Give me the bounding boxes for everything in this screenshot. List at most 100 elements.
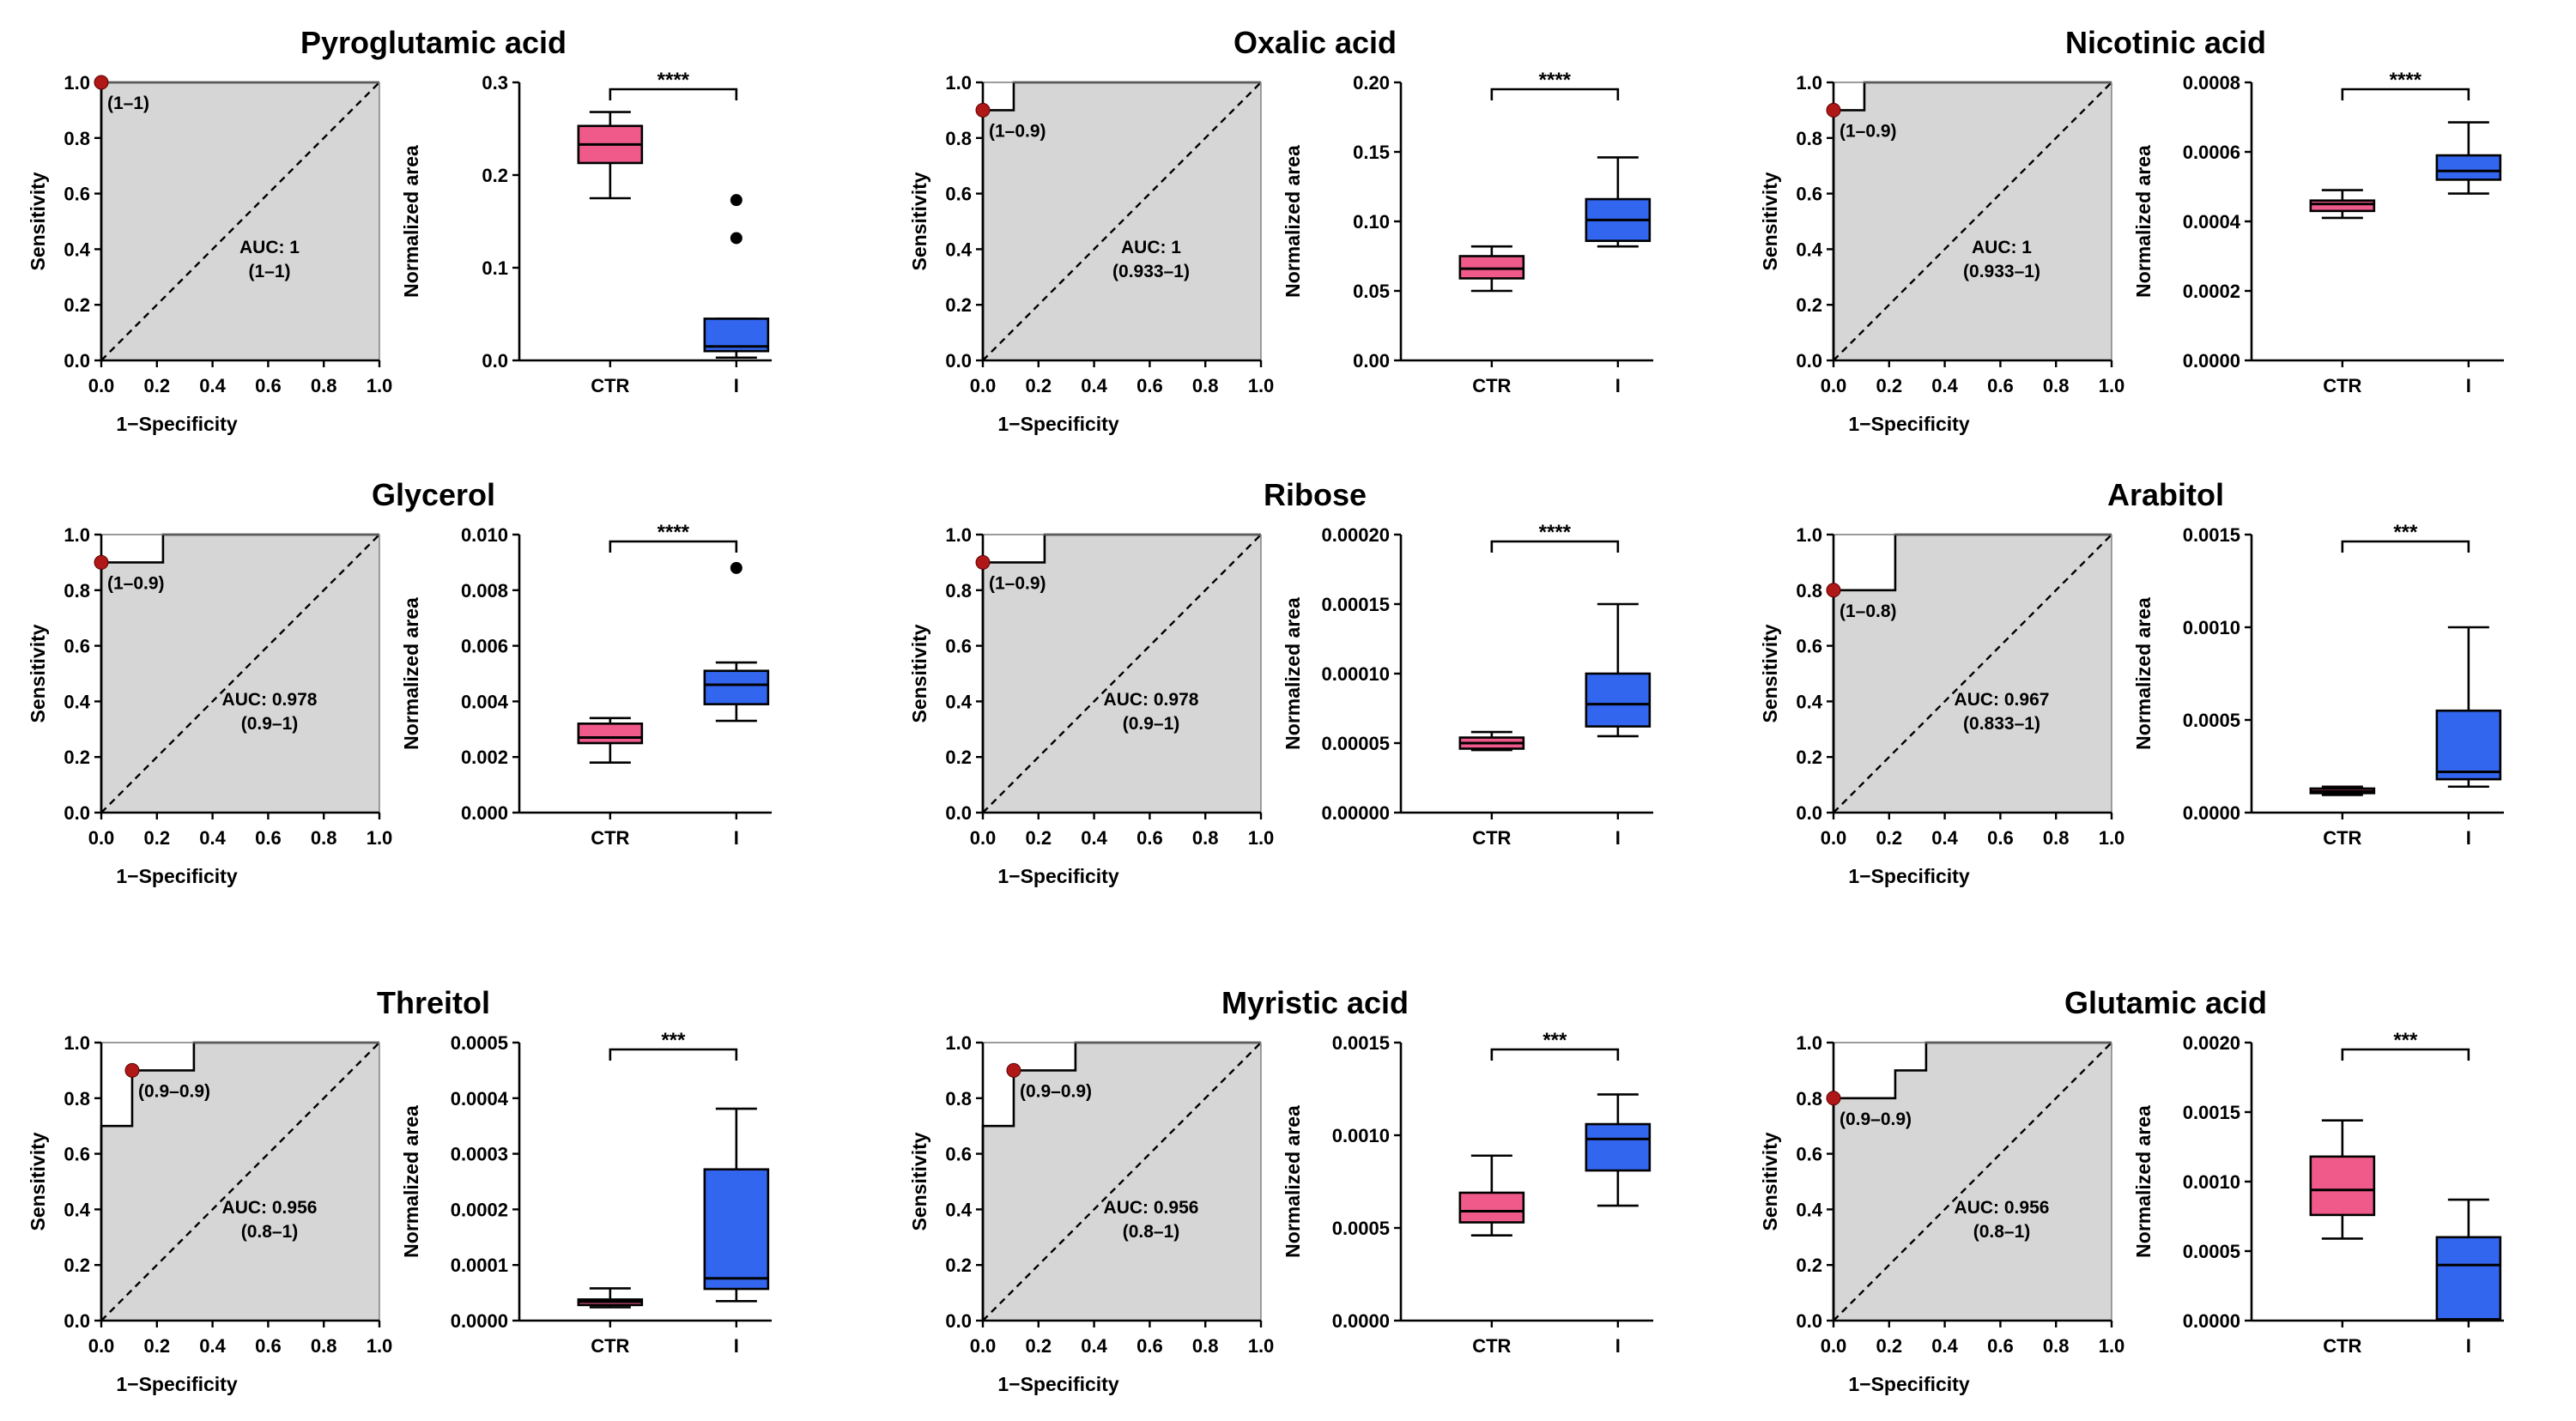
- box-y-tick-label: 0.0: [482, 350, 508, 372]
- box-y-tick-label: 0.0015: [2183, 1102, 2240, 1123]
- roc-y-tick-label: 0.0: [64, 350, 90, 372]
- box-y-tick-label: 0.006: [461, 636, 508, 657]
- roc-y-axis-label: Sensitivity: [1759, 624, 1781, 723]
- roc-x-axis-label: 1−Specificity: [116, 413, 237, 435]
- roc-y-tick-label: 0.6: [945, 184, 972, 205]
- box-category-label: I: [734, 827, 739, 849]
- roc-reference-line: [100, 534, 380, 813]
- panel-title: Myristic acid: [1221, 985, 1409, 1020]
- box-y-tick-label: 0.0006: [2183, 142, 2240, 163]
- roc-y-tick-label: 0.0: [945, 802, 972, 824]
- roc-x-tick-label: 0.8: [1192, 827, 1219, 849]
- box-y-tick-label: 0.008: [461, 580, 508, 602]
- roc-x-tick-label: 1.0: [2099, 1335, 2125, 1357]
- roc-y-tick-label: 0.4: [64, 239, 90, 260]
- box-y-axis-label: Normalized area: [2132, 1105, 2155, 1258]
- roc-y-tick-label: 1.0: [945, 1032, 972, 1054]
- roc-y-tick-label: 0.4: [1796, 691, 1822, 712]
- box-y-axis-label: Normalized area: [400, 145, 422, 298]
- roc-cutoff-label: (0.9–0.9): [1020, 1081, 1092, 1101]
- box-iqr: [1458, 1191, 1525, 1224]
- roc-x-tick-label: 1.0: [367, 1335, 393, 1357]
- roc-y-tick-label: 0.2: [64, 1255, 90, 1276]
- roc-x-tick-label: 0.4: [1931, 827, 1958, 849]
- roc-x-tick-label: 1.0: [2099, 827, 2125, 849]
- roc-x-tick-label: 0.0: [1821, 375, 1847, 396]
- box-y-tick-label: 0.0000: [2183, 1310, 2240, 1332]
- auc-label: AUC: 0.967: [1955, 690, 2050, 710]
- roc-x-axis-label: 1−Specificity: [997, 1373, 1118, 1395]
- box-category-label: CTR: [1472, 827, 1511, 849]
- roc-x-tick-label: 0.8: [311, 1335, 337, 1357]
- box-group-i: I: [703, 1107, 770, 1357]
- roc-reference-line: [100, 1042, 380, 1321]
- roc-y-tick-label: 0.6: [64, 1144, 90, 1165]
- roc-x-axis-label: 1−Specificity: [1848, 865, 1969, 887]
- roc-y-tick-label: 0.6: [1796, 1144, 1822, 1165]
- roc-y-tick-label: 0.4: [945, 691, 972, 712]
- significance-label: ****: [1539, 521, 1572, 544]
- roc-x-tick-label: 0.0: [970, 827, 997, 849]
- box-y-tick-label: 0.0000: [2183, 802, 2240, 824]
- roc-x-axis-label: 1−Specificity: [1848, 413, 1969, 435]
- box-category-label: I: [2466, 375, 2471, 396]
- roc-x-axis-label: 1−Specificity: [997, 865, 1118, 887]
- box-group-i: I: [703, 194, 770, 396]
- roc-y-tick-label: 0.2: [1796, 294, 1822, 316]
- roc-reference-line: [1833, 1042, 2112, 1321]
- roc-y-tick-label: 0.8: [1796, 128, 1822, 149]
- roc-y-tick-label: 0.2: [64, 294, 90, 316]
- significance-label: ****: [2390, 69, 2422, 92]
- roc-x-tick-label: 0.6: [255, 827, 282, 849]
- box-iqr: [2309, 199, 2376, 213]
- box-group-ctr: CTR: [1458, 245, 1525, 396]
- box-outlier-point: [730, 561, 742, 574]
- roc-cutoff-point: [124, 1062, 140, 1078]
- roc-x-tick-label: 0.0: [1821, 1335, 1847, 1357]
- roc-y-axis-label: Sensitivity: [1759, 1132, 1781, 1231]
- roc-y-tick-label: 0.0: [64, 1310, 90, 1332]
- roc-x-tick-label: 0.2: [1026, 375, 1052, 396]
- roc-cutoff-point: [94, 554, 109, 570]
- roc-cutoff-label: (0.9–0.9): [138, 1081, 210, 1101]
- panel-5: 0.0 0.0 0.2 0.2 0.4 0.4 0.6 0.6 0.8 0.8 1.0 1.0 Sens…: [908, 477, 1653, 887]
- roc-y-tick-label: 1.0: [945, 72, 972, 94]
- roc-x-tick-label: 0.8: [2043, 375, 2070, 396]
- roc-x-axis-label: 1−Specificity: [116, 1373, 237, 1395]
- roc-y-tick-label: 0.8: [64, 580, 90, 602]
- box-y-tick-label: 0.00020: [1321, 524, 1390, 546]
- box-y-tick-label: 0.0005: [2183, 1241, 2240, 1262]
- box-category-label: I: [1615, 1335, 1621, 1357]
- roc-x-tick-label: 0.2: [1026, 1335, 1052, 1357]
- significance-bracket: [2341, 540, 2470, 553]
- panel-2: 0.0 0.0 0.2 0.2 0.4 0.4 0.6 0.6 0.8 0.8 1.0 1.0 Sens…: [908, 25, 1653, 435]
- panel-title: Glycerol: [372, 477, 495, 512]
- auc-ci-label: (0.933–1): [1963, 262, 2040, 281]
- significance-bracket: [609, 540, 738, 553]
- roc-y-tick-label: 1.0: [945, 524, 972, 546]
- roc-x-tick-label: 0.4: [1931, 375, 1958, 396]
- roc-y-tick-label: 0.0: [1796, 1310, 1822, 1332]
- box-y-tick-label: 0.00005: [1321, 733, 1390, 754]
- roc-y-tick-label: 0.0: [1796, 802, 1822, 824]
- box-y-tick-label: 0.002: [461, 747, 508, 768]
- box-y-tick-label: 0.3: [482, 72, 508, 94]
- box-iqr: [703, 1168, 770, 1291]
- box-y-tick-label: 0.15: [1353, 142, 1390, 163]
- box-group-i: I: [2435, 121, 2502, 396]
- box-iqr: [2435, 154, 2502, 181]
- roc-x-tick-label: 0.4: [1081, 1335, 1107, 1357]
- box-y-tick-label: 0.0003: [451, 1144, 508, 1165]
- box-y-axis-label: Normalized area: [1282, 1105, 1304, 1258]
- box-group-i: I: [703, 561, 770, 849]
- box-group-ctr: CTR: [2309, 189, 2376, 396]
- roc-y-tick-label: 0.4: [64, 1199, 90, 1220]
- roc-x-tick-label: 0.0: [88, 1335, 115, 1357]
- roc-reference-line: [982, 82, 1262, 361]
- roc-x-tick-label: 1.0: [1248, 375, 1275, 396]
- roc-y-tick-label: 0.8: [945, 128, 972, 149]
- panel-3: 0.0 0.0 0.2 0.2 0.4 0.4 0.6 0.6 0.8 0.8 1.0 1.0 Sens…: [1759, 25, 2504, 435]
- roc-y-tick-label: 1.0: [1796, 72, 1822, 94]
- roc-x-tick-label: 0.0: [1821, 827, 1847, 849]
- box-group-i: I: [1585, 602, 1652, 849]
